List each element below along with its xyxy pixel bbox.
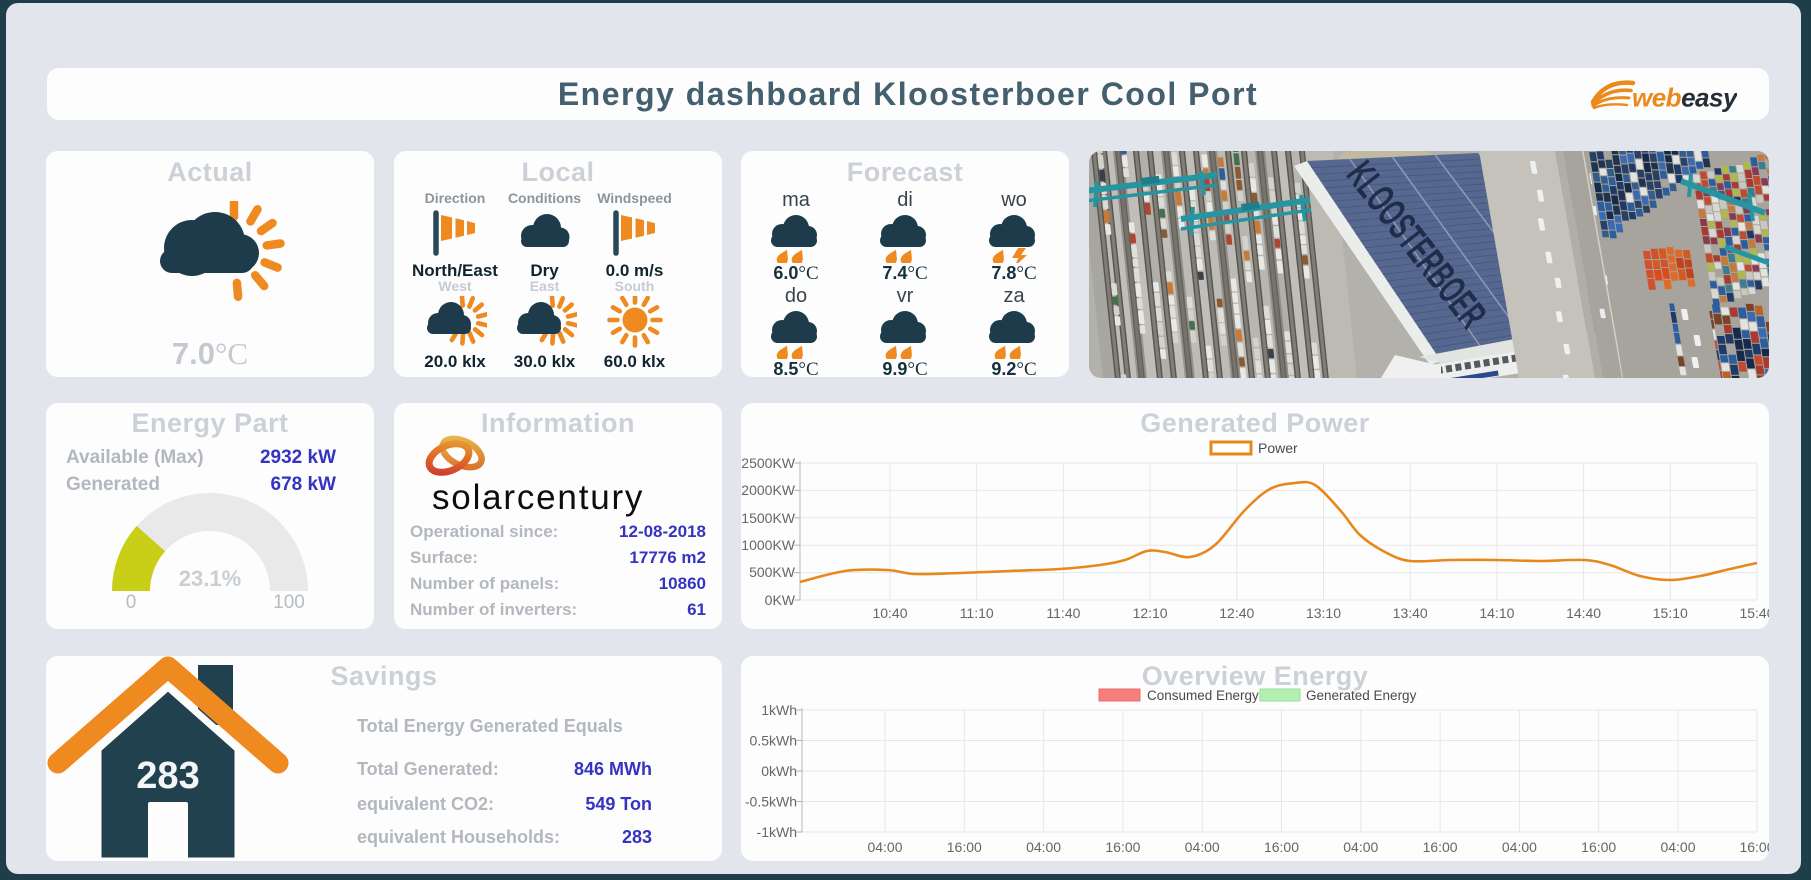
svg-text:11:40: 11:40: [1046, 605, 1080, 621]
svg-text:0kWh: 0kWh: [761, 763, 797, 779]
svg-text:12:10: 12:10: [1133, 605, 1168, 621]
svg-text:04:00: 04:00: [867, 839, 902, 855]
svg-text:100: 100: [273, 592, 305, 613]
svg-text:12:40: 12:40: [1219, 605, 1254, 621]
svg-text:13:40: 13:40: [1393, 605, 1428, 621]
svg-text:0: 0: [126, 592, 137, 613]
svg-text:04:00: 04:00: [1343, 839, 1378, 855]
svg-text:11:10: 11:10: [960, 605, 994, 621]
svg-text:14:10: 14:10: [1479, 605, 1514, 621]
svg-text:16:00: 16:00: [947, 839, 982, 855]
svg-text:16:00: 16:00: [1264, 839, 1299, 855]
svg-text:-1kWh: -1kWh: [757, 824, 797, 840]
svg-text:15:10: 15:10: [1653, 605, 1688, 621]
svg-text:webeasy: webeasy: [1632, 83, 1737, 113]
svg-text:04:00: 04:00: [1026, 839, 1061, 855]
svg-text:1500KW: 1500KW: [741, 510, 795, 526]
svg-text:1kWh: 1kWh: [761, 702, 797, 718]
svg-text:Generated Energy: Generated Energy: [1306, 688, 1417, 703]
svg-text:10:40: 10:40: [872, 605, 907, 621]
svg-text:1000KW: 1000KW: [741, 537, 795, 553]
svg-text:16:00: 16:00: [1739, 839, 1769, 855]
svg-text:23.1%: 23.1%: [179, 566, 241, 591]
svg-text:0.5kWh: 0.5kWh: [750, 733, 797, 749]
svg-text:solarcentury: solarcentury: [432, 478, 644, 517]
svg-text:04:00: 04:00: [1502, 839, 1537, 855]
svg-text:15:40: 15:40: [1739, 605, 1769, 621]
svg-text:16:00: 16:00: [1105, 839, 1140, 855]
svg-text:13:10: 13:10: [1306, 605, 1341, 621]
svg-text:Consumed Energy: Consumed Energy: [1147, 688, 1259, 703]
svg-text:500KW: 500KW: [749, 564, 796, 580]
svg-text:2000KW: 2000KW: [741, 482, 795, 498]
svg-text:16:00: 16:00: [1581, 839, 1616, 855]
svg-text:2500KW: 2500KW: [741, 455, 795, 471]
svg-text:-0.5kWh: -0.5kWh: [745, 794, 797, 810]
svg-text:0KW: 0KW: [765, 592, 796, 608]
svg-text:16:00: 16:00: [1423, 839, 1458, 855]
svg-text:14:40: 14:40: [1566, 605, 1601, 621]
svg-text:283: 283: [136, 755, 199, 797]
svg-text:04:00: 04:00: [1185, 839, 1220, 855]
svg-text:04:00: 04:00: [1660, 839, 1695, 855]
svg-text:Power: Power: [1258, 440, 1298, 456]
